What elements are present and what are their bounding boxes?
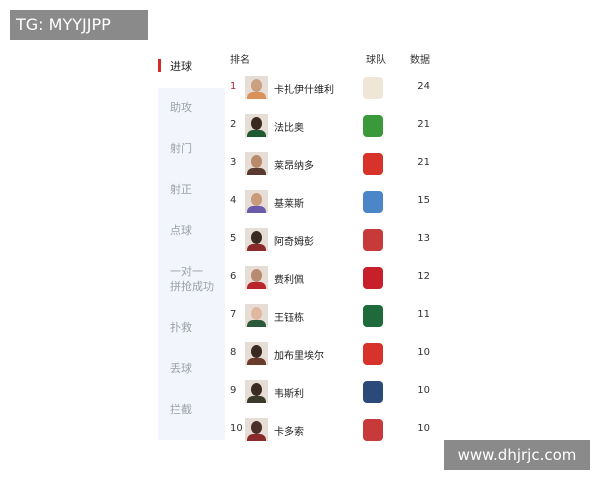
player-name[interactable]: 费利佩 [274, 275, 304, 286]
table-row[interactable]: 2 法比奥 21 [226, 107, 440, 145]
henan-logo [363, 229, 383, 251]
player-avatar [245, 190, 268, 213]
player-avatar [245, 114, 268, 137]
dalian-logo [363, 191, 383, 213]
header-rank: 排名 [230, 55, 250, 66]
player-name[interactable]: 卡多索 [274, 427, 304, 438]
meizhou-logo [363, 381, 383, 403]
watermark-top-left: TG: MYYJJPP [10, 10, 148, 40]
stat-value: 10 [417, 423, 430, 434]
table-row[interactable]: 9 韦斯利 10 [226, 373, 440, 411]
rank: 1 [230, 81, 237, 92]
active-tab-indicator [158, 59, 161, 72]
table-row[interactable]: 10 卡多索 10 [226, 411, 440, 449]
sidebar-item[interactable]: 拦截 [170, 403, 192, 416]
player-name[interactable]: 卡扎伊什维利 [274, 85, 334, 96]
player-name[interactable]: 基莱斯 [274, 199, 304, 210]
stat-value: 13 [417, 233, 430, 244]
shanghai-shenhua-logo [363, 343, 383, 365]
player-name[interactable]: 韦斯利 [274, 389, 304, 400]
rank: 4 [230, 195, 237, 206]
rank: 3 [230, 157, 237, 168]
sidebar-item[interactable]: 点球 [170, 224, 192, 237]
zhejiang-logo [363, 305, 383, 327]
player-name[interactable]: 阿奇姆彭 [274, 237, 314, 248]
player-name[interactable]: 王钰栋 [274, 313, 304, 324]
beijing-guoan-logo [363, 115, 383, 137]
player-avatar [245, 380, 268, 403]
player-avatar [245, 304, 268, 327]
player-avatar [245, 76, 268, 99]
rank: 7 [230, 309, 237, 320]
player-avatar [245, 152, 268, 175]
rank: 8 [230, 347, 237, 358]
sidebar-item[interactable]: 进球 [170, 60, 192, 73]
rank: 9 [230, 385, 237, 396]
player-name[interactable]: 加布里埃尔 [274, 351, 324, 362]
header-team: 球队 [366, 55, 386, 66]
stat-value: 11 [417, 309, 430, 320]
table-row[interactable]: 8 加布里埃尔 10 [226, 335, 440, 373]
stat-value: 10 [417, 347, 430, 358]
sidebar-item[interactable]: 助攻 [170, 101, 192, 114]
shandong-taishan-logo [363, 77, 383, 99]
stat-value: 21 [417, 157, 430, 168]
sidebar-item[interactable]: 丢球 [170, 362, 192, 375]
player-avatar [245, 266, 268, 289]
stat-value: 24 [417, 81, 430, 92]
watermark-bottom-right: www.dhjrjc.com [444, 440, 590, 470]
rank: 2 [230, 119, 237, 130]
stat-value: 12 [417, 271, 430, 282]
player-name[interactable]: 法比奥 [274, 123, 304, 134]
sidebar-item[interactable]: 射正 [170, 183, 192, 196]
sidebar-item[interactable]: 扑救 [170, 321, 192, 334]
rank: 5 [230, 233, 237, 244]
rank: 10 [230, 423, 243, 434]
table-row[interactable]: 1 卡扎伊什维利 24 [226, 69, 440, 107]
player-name[interactable]: 莱昂纳多 [274, 161, 314, 172]
table-row[interactable]: 3 莱昂纳多 21 [226, 145, 440, 183]
player-avatar [245, 342, 268, 365]
stat-value: 21 [417, 119, 430, 130]
stat-value: 10 [417, 385, 430, 396]
player-avatar [245, 418, 268, 441]
chengdu-rongcheng-logo [363, 267, 383, 289]
header-value: 数据 [410, 55, 430, 66]
sidebar [158, 88, 225, 440]
stat-value: 15 [417, 195, 430, 206]
rank: 6 [230, 271, 237, 282]
table-row[interactable]: 7 王钰栋 11 [226, 297, 440, 335]
sidebar-item[interactable]: 射门 [170, 142, 192, 155]
player-avatar [245, 228, 268, 251]
table-row[interactable]: 4 基莱斯 15 [226, 183, 440, 221]
sidebar-item[interactable]: 一对一 拼抢成功 [170, 265, 214, 293]
henan-logo [363, 419, 383, 441]
table-row[interactable]: 6 费利佩 12 [226, 259, 440, 297]
shanghai-shenhua-logo [363, 153, 383, 175]
table-row[interactable]: 5 阿奇姆彭 13 [226, 221, 440, 259]
